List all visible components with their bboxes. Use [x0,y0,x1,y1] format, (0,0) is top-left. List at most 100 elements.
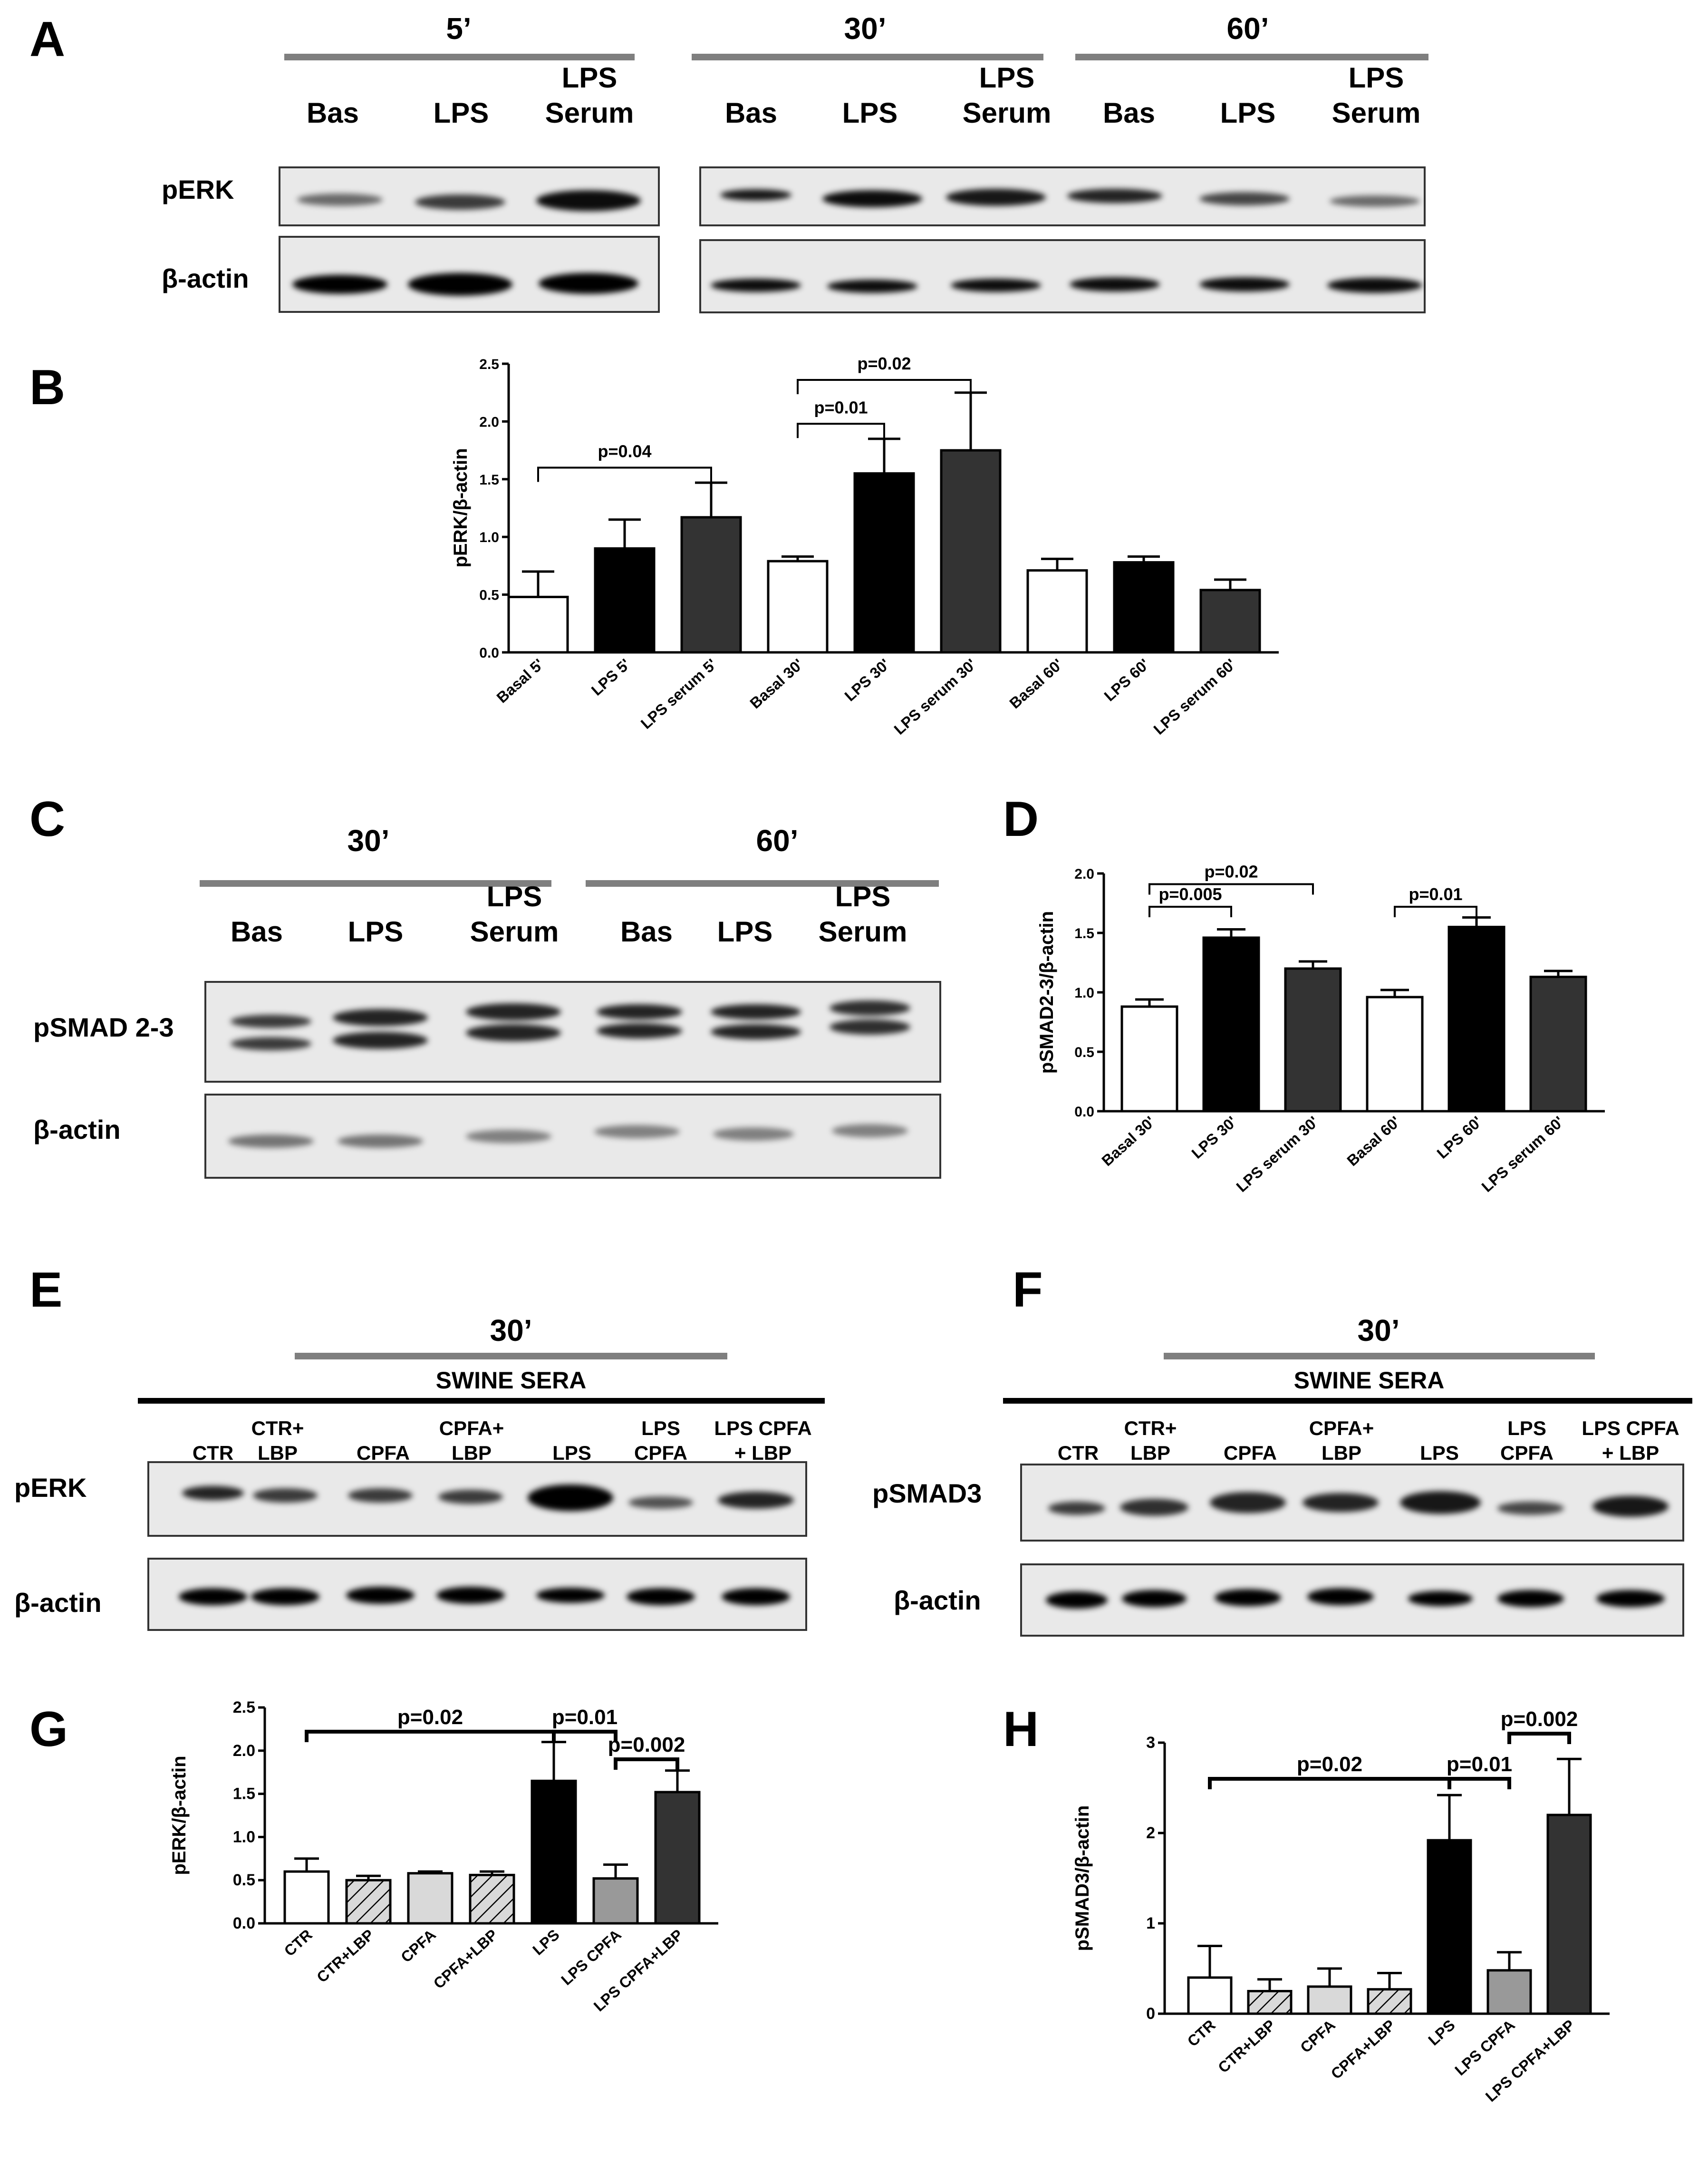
blot-a-band [1330,195,1420,207]
chart-b-bar [1199,589,1261,654]
chart-d-y-label: pSMAD2-3/β-actin [1036,911,1057,1074]
blot-a-lane-label: LPS Serum [963,62,1052,129]
blot-a-lane-label: LPS [842,97,898,129]
chart-g-category-label: CPFA+LBP [430,1926,501,1992]
blot-f-lane-label: CPFA [1224,1442,1277,1464]
blot-c-band [231,1037,311,1050]
chart-h-y-tick-label: 2 [1146,1824,1155,1842]
chart-h-bar [1486,1969,1532,2015]
blot-a-band [822,190,922,207]
blot-a-time-30: 30’ [844,11,887,46]
chart-d-significance-bracket [1148,883,1314,895]
chart-b-significance-bracket [797,423,885,438]
chart-b-category-label: LPS 60' [1101,655,1153,704]
chart-h-category-label: CTR [1184,2016,1219,2050]
chart-g-bar [469,1873,515,1925]
blot-f-lane-label: LPS [1420,1442,1459,1464]
chart-g-category-label: CTR [281,1926,316,1959]
blot-a-band [951,279,1041,292]
bar-chart-g: 0.0 0.5 1.0 1.5 2.0 2.5 pERK/β-actin CTRCTR+LBP… [169,1698,718,2015]
chart-d-category-label: Basal 60' [1343,1113,1403,1169]
blot-a-band [946,189,1046,206]
chart-d-bar [1202,936,1260,1113]
chart-h-significance-bracket [1208,1777,1451,1789]
chart-b-category-label: LPS 30' [841,655,893,704]
blot-a-band [1199,192,1290,205]
blot-f-band [1592,1496,1669,1517]
chart-h-category-label: LPS [1425,2016,1458,2048]
blot-a-band [1070,277,1160,291]
chart-h-bar [1187,1976,1233,2015]
blot-e-band [436,1587,505,1604]
chart-g-bar [407,1872,454,1925]
blot-f-row-psmad3: pSMAD3 [872,1478,982,1508]
blot-f-lane-label: CTR+ LBP [1124,1417,1177,1464]
chart-g-p-value: p=0.02 [397,1706,463,1729]
chart-b-significance-bracket [537,466,712,482]
chart-g-y-tick-label: 1.0 [233,1828,255,1846]
blot-a-band [292,275,387,294]
blot-c-row-actin: β-actin [33,1115,121,1145]
blot-f-band [1400,1491,1481,1514]
chart-g-p-value: p=0.01 [552,1706,618,1729]
western-blot-f: 30’ SWINE SERA CTR CTR+ LBP CPFA CPFA+ LBP LPS… [872,1313,1692,1637]
panel-label-e: E [29,1262,62,1318]
blot-e-lane-label: CTR [193,1442,233,1464]
chart-h-category-label: CPFA [1297,2016,1339,2056]
chart-h-y-label: pSMAD3/β-actin [1072,1805,1093,1951]
blot-a-time-5: 5’ [446,11,471,46]
blot-a-actin-strip-right [699,239,1426,313]
panel-label-g: G [29,1702,68,1757]
chart-b-significance-bracket [797,378,972,394]
chart-d-y-tick-label: 1.0 [1074,985,1094,1001]
chart-b-category-label: LPS serum 5' [637,655,720,732]
blot-c-band [713,1127,794,1141]
blot-e-band [627,1588,695,1605]
chart-b-p-value: p=0.01 [814,398,868,417]
chart-h-significance-bracket [1447,1777,1511,1789]
chart-g-bar [283,1870,330,1925]
blot-c-band [594,1125,680,1138]
chart-b-y-label: pERK/β-actin [450,448,471,567]
blot-f-band [1497,1590,1564,1607]
blot-a-band [539,273,638,294]
bar-chart-d: 0.0 0.5 1.0 1.5 2.0 pSMAD2-3/β-actin Basal 30'… [1036,862,1605,1195]
chart-b-bar [507,595,569,654]
blot-e-band [348,1488,413,1503]
blot-c-band [711,1004,801,1019]
blot-a-lane-label: Bas [1103,97,1155,129]
blot-e-band [182,1486,244,1500]
blot-c-lane-label: LPS Serum [470,881,559,948]
blot-f-band [1210,1492,1286,1513]
chart-d-p-value: p=0.02 [1204,862,1258,882]
blot-f-band [1120,1499,1188,1516]
blot-a-lane-label: Bas [725,97,777,129]
blot-a-time-60: 60’ [1227,11,1269,46]
blot-c-band [830,1000,910,1016]
blot-c-lane-label: Bas [620,916,673,948]
chart-d-bar [1447,926,1505,1113]
western-blot-a: 5’ 30’ 60’ Bas LPS LPS Serum Bas LPS LPS Serum B… [162,11,1428,313]
blot-e-band [722,1588,790,1605]
blot-c-band [830,1019,910,1035]
blot-f-band [1048,1502,1105,1515]
panel-label-b: B [29,360,65,415]
blot-c-time-60: 60’ [756,824,799,858]
chart-h-category-label: CTR+LBP [1215,2016,1278,2076]
chart-g-p-value: p=0.002 [608,1733,685,1756]
chart-b-p-value: p=0.04 [598,442,651,461]
blot-e-lane-label: LPS [552,1442,591,1464]
chart-g-bar [654,1791,701,1925]
blot-e-band [346,1587,415,1604]
chart-d-significance-bracket [1394,906,1477,917]
chart-h-p-value: p=0.002 [1501,1707,1578,1731]
chart-d-y-tick-label: 0.0 [1074,1104,1094,1120]
chart-h-p-value: p=0.01 [1447,1753,1512,1776]
western-blot-e: 30’ SWINE SERA CTR CTR+ LBP CPFA CPFA+ LBP LPS… [14,1313,825,1631]
panel-label-f: F [1013,1262,1043,1318]
blot-a-row-perk: pERK [162,175,234,204]
chart-d-significance-bracket [1148,906,1232,917]
blot-c-band [711,1024,801,1039]
